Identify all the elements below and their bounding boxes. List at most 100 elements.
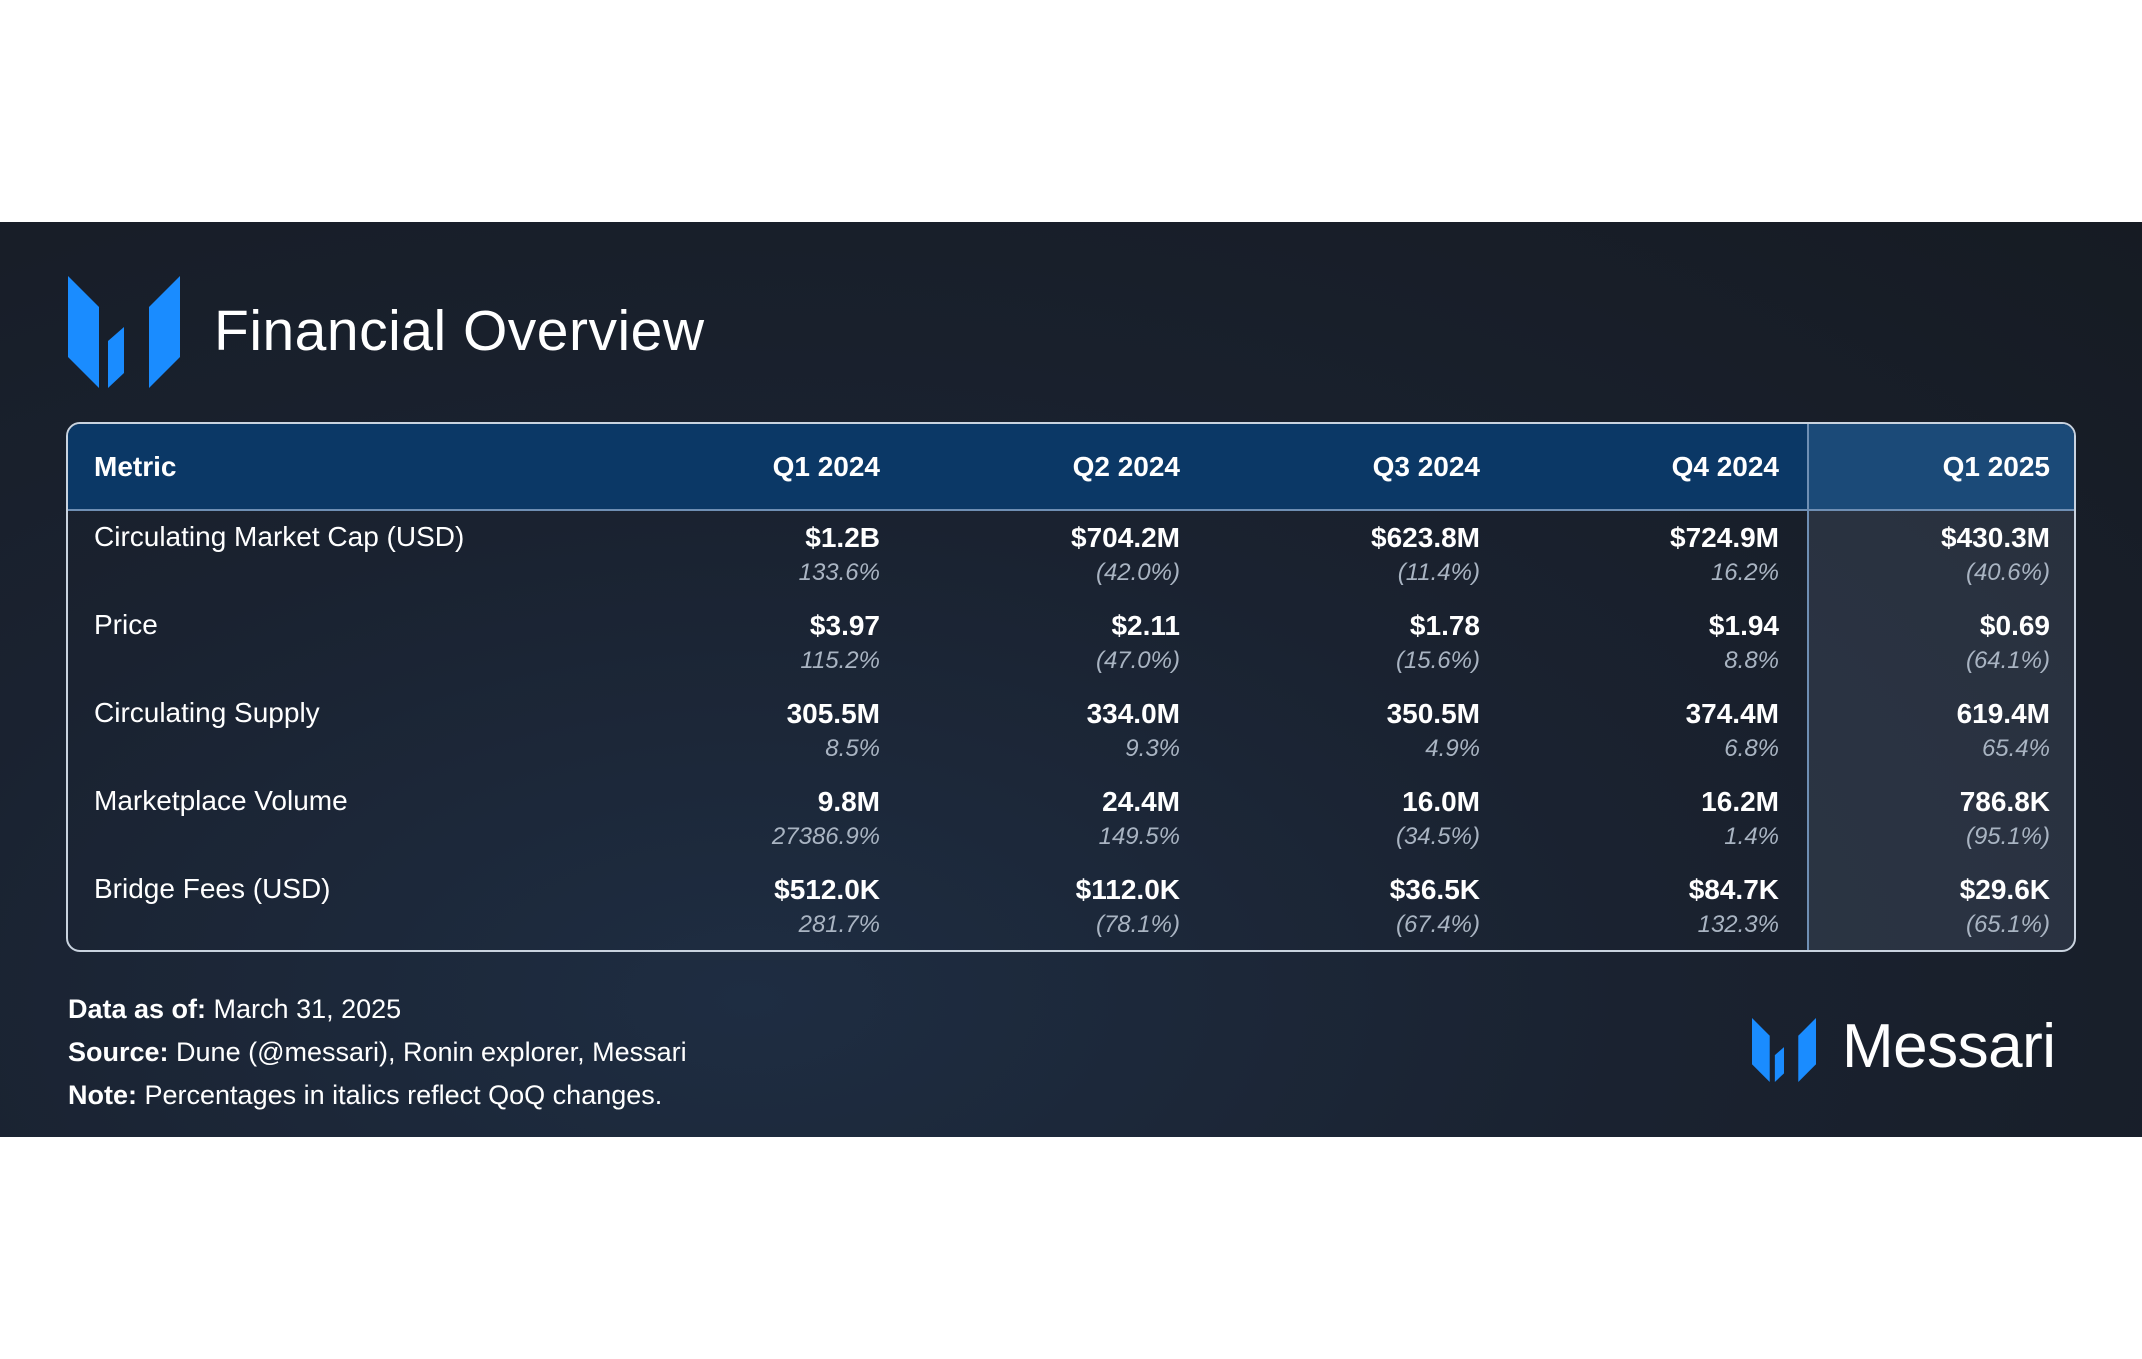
table-cell-highlight: $29.6K (65.1%) — [1807, 863, 2074, 950]
table-cell: $84.7K 132.3% — [1508, 863, 1808, 950]
cell-change: (11.4%) — [1397, 559, 1480, 586]
metric-label: Price — [94, 609, 158, 640]
table-cell-highlight: $0.69 (64.1%) — [1807, 599, 2074, 687]
table-cell: $1.78 (15.6%) — [1208, 599, 1508, 687]
cell-change: 16.2% — [1710, 559, 1779, 586]
data-as-of-value: March 31, 2025 — [206, 994, 402, 1024]
metric-label: Circulating Supply — [94, 697, 320, 728]
cell-change: 6.8% — [1724, 735, 1779, 762]
table-cell: $724.9M 16.2% — [1508, 510, 1808, 599]
metric-label: Bridge Fees (USD) — [94, 873, 331, 904]
table-cell: $623.8M (11.4%) — [1208, 510, 1508, 599]
table-header-row: Metric Q1 2024 Q2 2024 Q3 2024 Q4 2024 Q… — [68, 424, 2074, 511]
table-cell: $1.2B 133.6% — [608, 510, 908, 599]
table-cell: 305.5M 8.5% — [608, 687, 908, 775]
cell-value: $1.2B — [805, 522, 880, 553]
table-cell: $3.97 115.2% — [608, 599, 908, 687]
cell-value: $704.2M — [1071, 522, 1180, 553]
cell-value: $2.11 — [1111, 610, 1180, 641]
note-label: Note: — [68, 1080, 137, 1110]
table-cell: 350.5M 4.9% — [1208, 687, 1508, 775]
cell-value: $724.9M — [1670, 522, 1779, 553]
cell-change: (95.1%) — [1965, 823, 2050, 850]
table-row: Bridge Fees (USD) $512.0K 281.7% $112.0K (… — [68, 863, 2074, 950]
messari-logo-icon — [1752, 1018, 1816, 1082]
page-title: Financial Overview — [214, 299, 705, 363]
table-cell: 16.2M 1.4% — [1508, 775, 1808, 863]
table-row: Circulating Market Cap (USD) $1.2B 133.6%… — [68, 510, 2074, 599]
cell-change: 133.6% — [798, 559, 880, 586]
table-cell: 374.4M 6.8% — [1508, 687, 1808, 775]
cell-value: $29.6K — [1959, 874, 2050, 905]
table-cell: 24.4M 149.5% — [908, 775, 1208, 863]
cell-change: (78.1%) — [1095, 911, 1180, 938]
table-cell: $512.0K 281.7% — [608, 863, 908, 950]
table-cell-highlight: 619.4M 65.4% — [1807, 687, 2074, 775]
table-row: Marketplace Volume 9.8M 27386.9% 24.4M 149… — [68, 775, 2074, 863]
cell-change: 115.2% — [800, 647, 880, 674]
cell-change: 4.9% — [1425, 735, 1480, 762]
note-value: Percentages in italics reflect QoQ chang… — [137, 1080, 663, 1110]
column-header: Metric — [68, 424, 608, 511]
cell-change: (42.0%) — [1095, 559, 1180, 586]
cell-value: $623.8M — [1371, 522, 1480, 553]
financial-overview-banner: Financial Overview Metric Q1 2024 Q2 202… — [0, 222, 2142, 1137]
table-row: Price $3.97 115.2% $2.11 (47.0%) $1.78 (15.… — [68, 599, 2074, 687]
cell-change: (40.6%) — [1965, 559, 2050, 586]
source-label: Source: — [68, 1037, 169, 1067]
cell-change: 9.3% — [1125, 735, 1180, 762]
brand-lockup: Messari — [1752, 1012, 2082, 1082]
table-cell-highlight: $430.3M (40.6%) — [1807, 510, 2074, 599]
cell-change: 8.5% — [825, 735, 880, 762]
note-line: Note: Percentages in italics reflect QoQ… — [68, 1074, 687, 1117]
table-cell: 16.0M (34.5%) — [1208, 775, 1508, 863]
cell-value: $0.69 — [1979, 610, 2050, 641]
cell-value: 350.5M — [1386, 698, 1480, 729]
cell-change: 132.3% — [1697, 911, 1779, 938]
cell-value: 24.4M — [1102, 786, 1180, 817]
cell-value: 16.0M — [1402, 786, 1480, 817]
cell-value: $1.78 — [1409, 610, 1480, 641]
cell-change: (47.0%) — [1095, 647, 1180, 674]
table-cell: $112.0K (78.1%) — [908, 863, 1208, 950]
cell-value: 305.5M — [786, 698, 880, 729]
cell-change: (67.4%) — [1395, 911, 1480, 938]
table-cell: 334.0M 9.3% — [908, 687, 1208, 775]
column-header-highlight: Q1 2025 — [1807, 424, 2074, 511]
table-cell: $704.2M (42.0%) — [908, 510, 1208, 599]
table-cell: $36.5K (67.4%) — [1208, 863, 1508, 950]
source-line: Source: Dune (@messari), Ronin explorer,… — [68, 1031, 687, 1074]
footnotes: Data as of: March 31, 2025 Source: Dune … — [68, 988, 687, 1117]
table-cell: 9.8M 27386.9% — [608, 775, 908, 863]
cell-value: $112.0K — [1075, 874, 1180, 905]
column-header: Q4 2024 — [1508, 424, 1808, 511]
cell-value: 9.8M — [817, 786, 880, 817]
data-as-of-line: Data as of: March 31, 2025 — [68, 988, 687, 1031]
cell-change: 1.4% — [1724, 823, 1779, 850]
financial-table: Metric Q1 2024 Q2 2024 Q3 2024 Q4 2024 Q… — [66, 422, 2076, 952]
table-cell: $1.94 8.8% — [1508, 599, 1808, 687]
messari-logo-icon — [68, 276, 180, 388]
cell-value: 334.0M — [1086, 698, 1180, 729]
metric-label: Marketplace Volume — [94, 785, 348, 816]
cell-change: 65.4% — [1981, 735, 2050, 762]
cell-change: (64.1%) — [1965, 647, 2050, 674]
column-header: Q3 2024 — [1208, 424, 1508, 511]
cell-change: (15.6%) — [1395, 647, 1480, 674]
source-value: Dune (@messari), Ronin explorer, Messari — [168, 1037, 687, 1067]
cell-value: 619.4M — [1956, 698, 2050, 729]
cell-change: 149.5% — [1098, 823, 1180, 850]
brand-name: Messari — [1842, 1012, 2056, 1081]
cell-change: 27386.9% — [771, 823, 880, 850]
column-header: Q1 2024 — [608, 424, 908, 511]
table-row: Circulating Supply 305.5M 8.5% 334.0M 9.3%… — [68, 687, 2074, 775]
cell-value: $36.5K — [1389, 874, 1480, 905]
cell-value: $512.0K — [774, 874, 880, 905]
cell-change: (34.5%) — [1395, 823, 1480, 850]
cell-value: $1.94 — [1708, 610, 1779, 641]
cell-change: 281.7% — [798, 911, 880, 938]
cell-value: $430.3M — [1941, 522, 2050, 553]
cell-value: $84.7K — [1688, 874, 1779, 905]
table-cell: $2.11 (47.0%) — [908, 599, 1208, 687]
cell-value: 786.8K — [1959, 786, 2050, 817]
